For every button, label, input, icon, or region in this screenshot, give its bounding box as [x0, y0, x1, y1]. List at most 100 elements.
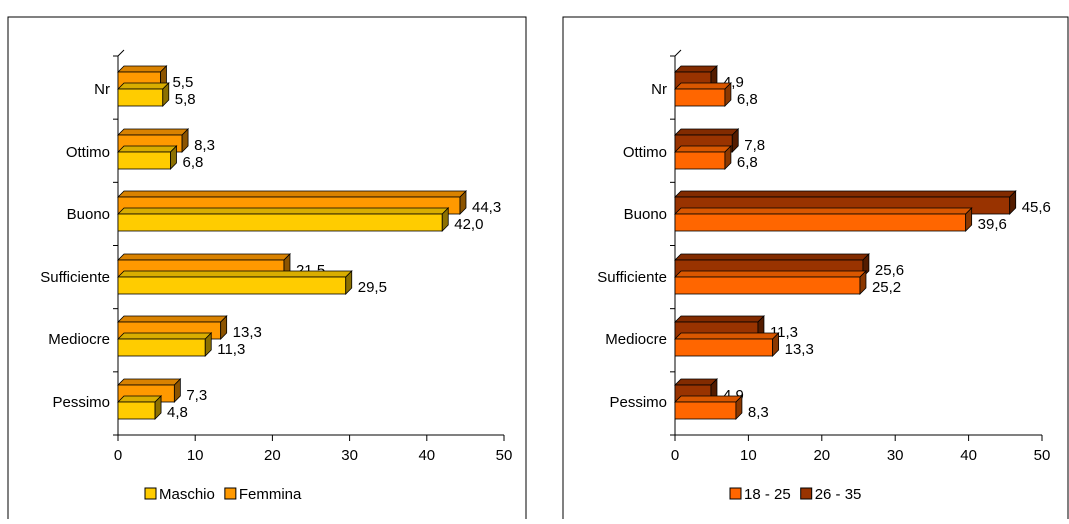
- bar-value-label: 44,3: [472, 199, 501, 216]
- x-tick-label: 30: [341, 447, 358, 464]
- x-tick-label: 0: [114, 447, 122, 464]
- y-category-label: Pessimo: [52, 394, 110, 411]
- bar-value-label: 5,8: [175, 91, 196, 108]
- y-category-label: Sufficiente: [40, 269, 110, 286]
- y-category-label: Mediocre: [605, 331, 667, 348]
- legend-label: Maschio: [159, 486, 215, 503]
- y-category-label: Nr: [94, 81, 110, 98]
- bar: [674, 213, 967, 232]
- legend-swatch: [224, 487, 237, 500]
- chart-panel-gender: 0 10 20 30 40 50 Nr 5,55,8 Ottimo 8,36,8 Buono 44,3…: [7, 16, 527, 522]
- bar-side-face: [441, 207, 449, 232]
- bar-side-face: [220, 315, 228, 340]
- x-tick-label: 50: [1034, 447, 1051, 464]
- bar-top-face: [117, 270, 353, 278]
- bar-top-face: [674, 253, 870, 261]
- bar-top-face: [674, 395, 743, 403]
- bar-top-face: [674, 332, 780, 340]
- bar-value-label: 25,6: [875, 262, 904, 279]
- x-tick-label: 50: [496, 447, 513, 464]
- bar-side-face: [859, 270, 867, 295]
- legend-label: Femmina: [239, 486, 302, 503]
- bar-top-face: [117, 128, 190, 136]
- bar-side-face: [724, 145, 732, 170]
- bar: [674, 276, 861, 295]
- bar-top-face: [117, 207, 450, 215]
- x-tick-label: 0: [671, 447, 679, 464]
- bar-value-label: 6,8: [182, 154, 203, 171]
- bar: [117, 401, 156, 420]
- x-tick-label: 10: [740, 447, 757, 464]
- y-axis-depth-line: [117, 49, 125, 57]
- bar-top-face: [117, 315, 228, 323]
- x-tick-label: 40: [960, 447, 977, 464]
- bar-value-label: 39,6: [978, 216, 1007, 233]
- y-category-label: Buono: [67, 206, 110, 223]
- bar-top-face: [117, 395, 163, 403]
- legend-swatch: [800, 487, 813, 500]
- bar: [117, 88, 164, 107]
- bar-top-face: [674, 190, 1017, 198]
- x-tick-label: 40: [418, 447, 435, 464]
- bar-top-face: [117, 378, 182, 386]
- bar-value-label: 6,8: [737, 91, 758, 108]
- bar-value-label: 5,5: [172, 74, 193, 91]
- bar-top-face: [117, 65, 168, 73]
- bar-top-face: [117, 82, 170, 90]
- bar-top-face: [674, 65, 718, 73]
- x-tick-label: 20: [813, 447, 830, 464]
- x-tick-label: 10: [187, 447, 204, 464]
- bar-top-face: [117, 190, 467, 198]
- bar-side-face: [162, 82, 170, 107]
- bar-top-face: [674, 315, 765, 323]
- y-category-label: Nr: [651, 81, 667, 98]
- bar-side-face: [154, 395, 162, 420]
- y-category-label: Buono: [624, 206, 667, 223]
- bar-value-label: 7,8: [744, 137, 765, 154]
- y-category-label: Mediocre: [48, 331, 110, 348]
- legend-label: 26 - 35: [815, 486, 862, 503]
- bar-value-label: 25,2: [872, 279, 901, 296]
- bar: [674, 401, 737, 420]
- bar-side-face: [965, 207, 973, 232]
- bar-top-face: [674, 270, 867, 278]
- bar-side-face: [1009, 190, 1017, 215]
- bar-side-face: [345, 270, 353, 295]
- bar-value-label: 4,8: [167, 404, 188, 421]
- bar-value-label: 13,3: [233, 324, 262, 341]
- x-tick-label: 30: [887, 447, 904, 464]
- legend-label: 18 - 25: [744, 486, 791, 503]
- x-tick-label: 20: [264, 447, 281, 464]
- bar-value-label: 8,3: [194, 137, 215, 154]
- bar-side-face: [735, 395, 743, 420]
- bar: [117, 151, 171, 170]
- bar-value-label: 42,0: [454, 216, 483, 233]
- bar-value-label: 45,6: [1022, 199, 1051, 216]
- y-category-label: Ottimo: [623, 144, 667, 161]
- bar-value-label: 7,3: [186, 387, 207, 404]
- bar-side-face: [772, 332, 780, 357]
- bar-side-face: [459, 190, 467, 215]
- bar-value-label: 29,5: [358, 279, 387, 296]
- y-axis-depth-line: [674, 49, 682, 57]
- bar-top-face: [674, 128, 740, 136]
- bar-side-face: [170, 145, 177, 170]
- bar-value-label: 6,8: [737, 154, 758, 171]
- y-category-label: Sufficiente: [597, 269, 667, 286]
- bar: [674, 338, 774, 357]
- bar-side-face: [731, 128, 739, 153]
- bar-side-face: [173, 378, 181, 403]
- legend-swatch: [144, 487, 157, 500]
- bar: [674, 88, 726, 107]
- bar-top-face: [117, 145, 178, 153]
- bar-top-face: [117, 332, 213, 340]
- bar-top-face: [674, 145, 732, 153]
- bar-side-face: [724, 82, 732, 107]
- bar-value-label: 11,3: [217, 341, 245, 358]
- bar-value-label: 8,3: [748, 404, 769, 421]
- bar: [117, 276, 347, 295]
- bar-top-face: [674, 207, 973, 215]
- y-category-label: Ottimo: [66, 144, 110, 161]
- bar-side-face: [204, 332, 212, 357]
